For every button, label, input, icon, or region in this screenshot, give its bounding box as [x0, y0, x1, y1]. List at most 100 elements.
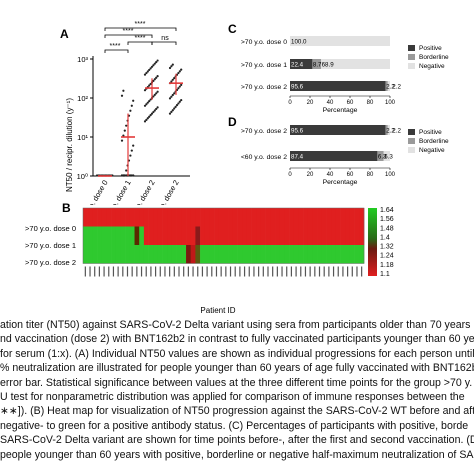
panel-b-cell — [237, 208, 243, 227]
panel-a-point — [130, 104, 133, 107]
panel-b-cell — [265, 226, 271, 245]
stacked-bar-segment — [290, 151, 378, 161]
panel-c-label: C — [228, 22, 237, 36]
panel-b-patient-id-tick — [267, 266, 269, 277]
panel-b-patient-id-tick — [262, 266, 264, 277]
panel-a-point — [143, 89, 147, 92]
panel-a-point — [178, 85, 181, 88]
panel-b-patient-id-tick — [117, 266, 119, 277]
panel-b-cell — [111, 226, 117, 245]
panel-b-cell — [120, 226, 126, 245]
panel-a-point — [156, 59, 159, 62]
panel-b-cell — [246, 245, 252, 264]
panel-a-point — [171, 78, 174, 81]
x-tick-label: 0 — [288, 172, 292, 178]
panel-b-cell — [335, 226, 341, 245]
panel-a-point — [120, 139, 124, 142]
panel-b-cell — [129, 245, 135, 264]
panel-b-cell — [237, 226, 243, 245]
panel-a-point — [156, 106, 159, 109]
panel-b-x-axis-label: Patient ID — [200, 306, 235, 315]
panel-b-cell — [251, 226, 257, 245]
panel-b-cell — [87, 245, 93, 264]
panel-b-patient-id-tick — [140, 266, 143, 277]
panel-b-cell — [101, 226, 107, 245]
panel-b-cell — [256, 245, 262, 264]
panel-b-cell — [153, 208, 159, 227]
panel-b-cell — [345, 245, 351, 264]
panel-b-scale-tick-label: 1.24 — [380, 253, 394, 260]
panel-b-cell — [101, 208, 107, 227]
figure-caption: ation titer (NT50) against SARS-CoV-2 De… — [0, 318, 474, 462]
panel-b-patient-id-tick — [295, 266, 297, 277]
panel-b-cell — [195, 208, 201, 227]
panel-a-point — [152, 79, 155, 82]
panel-b-cell — [321, 245, 327, 264]
panel-b-cell — [186, 208, 192, 227]
panel-b-cell — [92, 245, 98, 264]
panel-a-point — [132, 174, 135, 177]
panel-b-patient-id-tick — [98, 266, 100, 277]
stacked-bar-segment — [385, 81, 388, 91]
panel-b-cell — [359, 226, 365, 245]
panel-a-point — [177, 87, 180, 90]
stacked-bar-segment — [321, 59, 390, 69]
panel-a-point — [156, 75, 159, 78]
panel-b-cell — [289, 208, 295, 227]
panel-b-cell — [83, 226, 88, 245]
panel-b-patient-id-tick — [178, 266, 180, 277]
panel-b-cell — [148, 208, 154, 227]
panel-a-point — [143, 120, 147, 123]
panel-b-patient-id-tick — [197, 266, 199, 277]
panel-a-point — [180, 83, 183, 86]
panel-b-cell — [223, 208, 229, 227]
panel-a-point — [148, 84, 151, 87]
panel-b-cell — [270, 226, 276, 245]
stacked-bar-value-label: 22.4 — [291, 62, 304, 69]
panel-b-cell — [129, 208, 135, 227]
panel-b-patient-id-tick — [328, 266, 330, 277]
panel-b-cell — [345, 208, 351, 227]
panel-a-point — [153, 109, 156, 112]
stacked-bar-value-label: 8.7 — [313, 62, 322, 69]
panel-a-point — [168, 97, 172, 100]
panel-b-scale-tick-label: 1.1 — [380, 271, 390, 278]
panel-b-cell — [153, 245, 159, 264]
panel-a-point — [171, 63, 174, 66]
panel-b-patient-id-tick — [323, 266, 325, 277]
panel-b-patient-id-tick — [361, 266, 363, 277]
panel-b-cell — [97, 245, 103, 264]
panel-a-point — [148, 68, 151, 72]
panel-a-point — [123, 174, 126, 177]
panel-a-point — [155, 76, 158, 79]
panel-b-grid-border — [82, 207, 365, 264]
panel-b-cell — [167, 245, 173, 264]
panel-a-point — [175, 104, 179, 107]
panel-b-cell — [312, 245, 318, 264]
x-tick-label: 60 — [347, 100, 354, 106]
panel-a-significance-bracket — [104, 49, 129, 53]
x-tick-label: 20 — [307, 100, 314, 106]
panel-b-cell — [115, 226, 121, 245]
panel-b-cell — [289, 245, 295, 264]
panel-a-point — [153, 62, 156, 65]
panel-a-y-tick-label: 10³ — [77, 55, 88, 64]
panel-b-cell — [181, 226, 187, 245]
panel-d-stacked-bar-chart: D >70 y.o. dose 2 95.6 2.22.2 <60 y.o. dose… — [228, 115, 449, 186]
panel-b-patient-id-tick — [122, 266, 124, 277]
panel-b-cell — [246, 226, 252, 245]
panel-b-cell — [279, 245, 285, 264]
panel-b-cell — [359, 245, 365, 264]
panel-a-point — [173, 92, 176, 95]
panel-b-cell — [345, 226, 351, 245]
panel-a-point — [170, 95, 173, 98]
x-tick-label: 0 — [288, 100, 292, 106]
panel-b-patient-id-tick — [239, 266, 241, 277]
panel-a-y-tick-label: 10² — [77, 94, 88, 103]
panel-b-cell — [162, 245, 168, 264]
panel-b-cell — [101, 245, 107, 264]
panel-a-significance-label: **** — [123, 28, 134, 35]
panel-b-cell — [228, 208, 234, 227]
panel-b-scale-tick-label: 1.56 — [380, 216, 394, 223]
panel-b-cell — [242, 226, 248, 245]
